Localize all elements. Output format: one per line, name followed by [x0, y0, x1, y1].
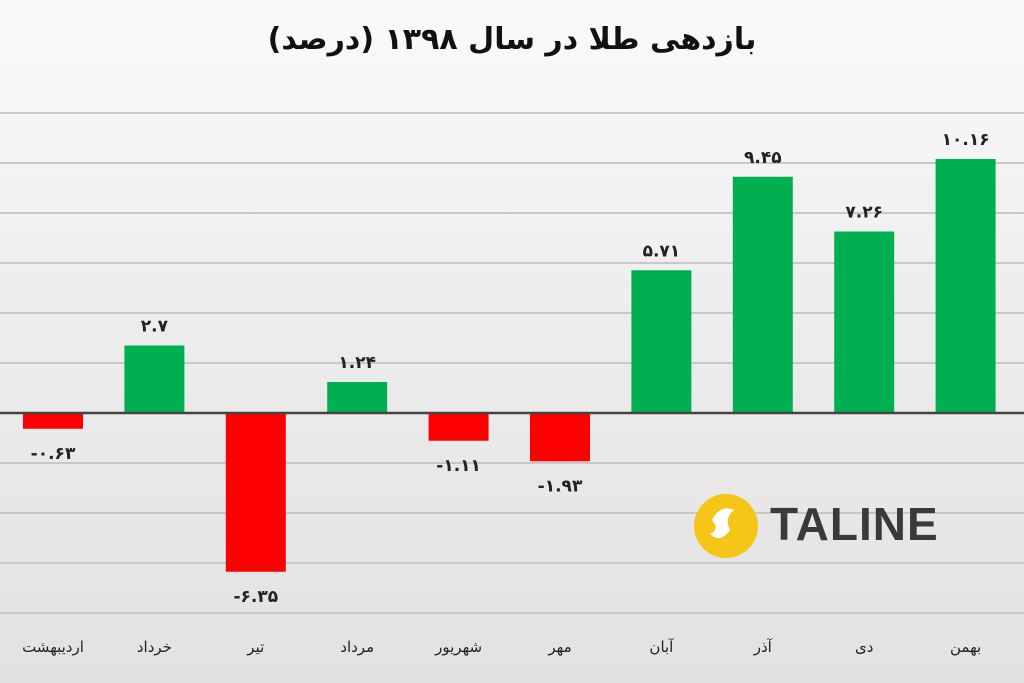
- bar-0: [23, 413, 83, 429]
- bar-8: [834, 231, 895, 413]
- category-label: خرداد: [137, 638, 172, 656]
- category-label: مهر: [547, 638, 571, 656]
- bar-5: [530, 413, 590, 462]
- data-label: -۱.۱۱: [436, 456, 481, 476]
- bar-1: [124, 345, 185, 413]
- data-label: ۱۰.۱۶: [942, 130, 990, 150]
- logo-text: TALINE: [770, 498, 939, 550]
- data-label: ۲.۷: [141, 317, 169, 337]
- category-label: شهریور: [434, 638, 482, 656]
- data-label: -۶.۳۵: [233, 587, 278, 607]
- category-label: بهمن: [950, 638, 981, 656]
- bar-4: [428, 413, 489, 441]
- category-label: آبان: [649, 638, 674, 656]
- data-label: ۵.۷۱: [643, 241, 681, 261]
- category-label: تیر: [246, 638, 264, 656]
- chart-title: بازدهی طلا در سال ۱۳۹۸ (درصد): [267, 22, 757, 57]
- category-label: دی: [855, 638, 873, 656]
- bar-6: [631, 270, 692, 413]
- logo-icon: [694, 494, 758, 558]
- bar-9: [935, 159, 996, 413]
- category-label: اردیبهشت: [22, 638, 84, 656]
- data-label: -۱.۹۳: [538, 476, 583, 496]
- bar-3: [327, 382, 388, 413]
- data-label: ۷.۲۶: [845, 203, 883, 223]
- bar-2: [225, 413, 286, 572]
- bar-7: [732, 176, 793, 413]
- data-label: ۱.۲۴: [338, 353, 376, 373]
- taline-logo: TALINE: [690, 490, 990, 560]
- category-label: آذر: [753, 638, 773, 656]
- data-label: ۹.۴۵: [744, 148, 782, 168]
- category-label: مرداد: [340, 638, 374, 656]
- data-label: -۰.۶۳: [31, 444, 76, 464]
